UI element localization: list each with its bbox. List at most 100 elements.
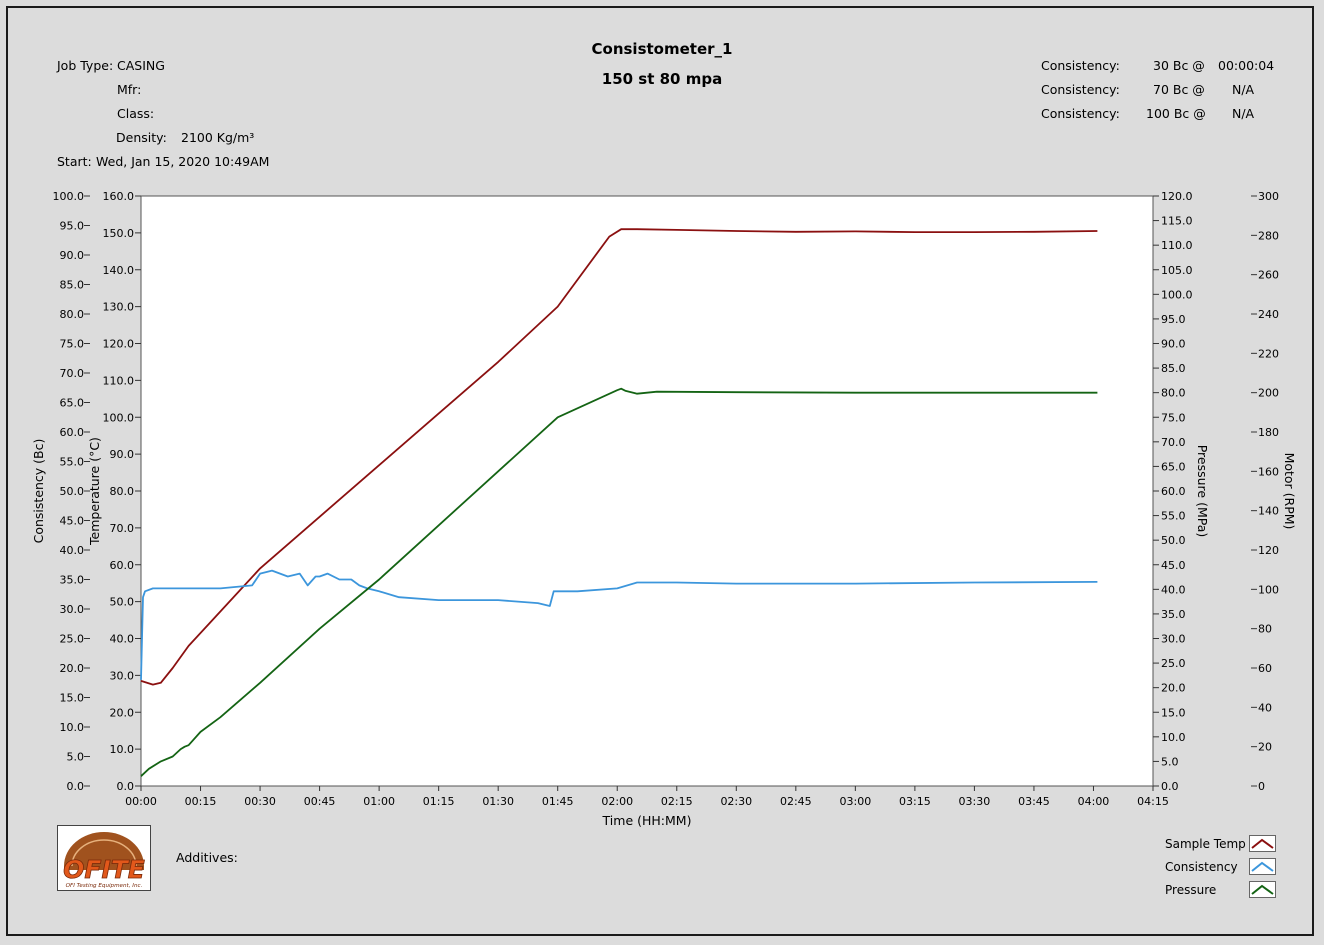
temperature-tick-label: 150.0 bbox=[103, 227, 135, 240]
x-tick-label: 03:45 bbox=[1018, 795, 1050, 808]
temperature-tick-label: 90.0 bbox=[110, 448, 135, 461]
motor-tick-label: 80 bbox=[1258, 623, 1272, 636]
pressure-tick-label: 0.0 bbox=[1161, 780, 1179, 793]
start-label: Start: bbox=[57, 154, 92, 169]
legend-swatch-pressure bbox=[1249, 881, 1276, 898]
pressure-tick-label: 100.0 bbox=[1161, 288, 1193, 301]
pressure-tick-label: 75.0 bbox=[1161, 411, 1186, 424]
consistency-tick-label: 55.0 bbox=[60, 456, 85, 469]
density-value: 2100 Kg/m³ bbox=[181, 130, 255, 145]
x-tick-label: 04:15 bbox=[1137, 795, 1169, 808]
x-tick-label: 00:45 bbox=[304, 795, 336, 808]
consistency-time-3: N/A bbox=[1232, 106, 1255, 121]
motor-tick-label: 260 bbox=[1258, 269, 1279, 282]
x-tick-label: 01:15 bbox=[423, 795, 455, 808]
pressure-tick-label: 85.0 bbox=[1161, 362, 1186, 375]
consistency-axis-title: Consistency (Bc) bbox=[31, 439, 46, 544]
x-tick-label: 00:15 bbox=[185, 795, 217, 808]
x-tick-label: 03:30 bbox=[959, 795, 991, 808]
pressure-tick-label: 55.0 bbox=[1161, 510, 1186, 523]
page-subtitle: 150 st 80 mpa bbox=[601, 70, 723, 88]
motor-tick-label: 20 bbox=[1258, 741, 1272, 754]
consistency-tick-label: 45.0 bbox=[60, 515, 85, 528]
x-tick-label: 00:30 bbox=[244, 795, 276, 808]
temperature-axis-title: Temperature (°C) bbox=[87, 437, 102, 546]
x-tick-label: 04:00 bbox=[1078, 795, 1110, 808]
motor-tick-label: 300 bbox=[1258, 190, 1279, 203]
temperature-tick-label: 50.0 bbox=[110, 596, 135, 609]
consistency-tick-label: 30.0 bbox=[60, 603, 85, 616]
motor-tick-label: 280 bbox=[1258, 229, 1279, 242]
temperature-tick-label: 110.0 bbox=[103, 374, 135, 387]
motor-tick-label: 200 bbox=[1258, 387, 1279, 400]
consistency-tick-label: 80.0 bbox=[60, 308, 85, 321]
legend-label-consistency: Consistency bbox=[1165, 860, 1238, 874]
temperature-tick-label: 80.0 bbox=[110, 485, 135, 498]
temperature-tick-label: 160.0 bbox=[103, 190, 135, 203]
consistency-label-3: Consistency: bbox=[1041, 106, 1120, 121]
x-tick-label: 02:00 bbox=[601, 795, 633, 808]
legend-label-pressure: Pressure bbox=[1165, 883, 1217, 897]
logo-text: OFITE bbox=[63, 855, 145, 884]
ofite-logo-graphic: OFITE OFI Testing Equipment, Inc. bbox=[63, 832, 145, 889]
motor-tick-label: 160 bbox=[1258, 465, 1279, 478]
consistency-bc-2: 70 Bc @ bbox=[1153, 82, 1205, 97]
consistency-time-1: 00:00:04 bbox=[1218, 58, 1275, 73]
pressure-tick-label: 80.0 bbox=[1161, 387, 1186, 400]
consistency-tick-label: 60.0 bbox=[60, 426, 85, 439]
consistency-tick-label: 40.0 bbox=[60, 544, 85, 557]
pressure-tick-label: 40.0 bbox=[1161, 583, 1186, 596]
temperature-tick-label: 100.0 bbox=[103, 411, 135, 424]
x-tick-label: 02:15 bbox=[661, 795, 693, 808]
temperature-tick-label: 130.0 bbox=[103, 301, 135, 314]
temperature-tick-label: 20.0 bbox=[110, 706, 135, 719]
consistency-bc-3: 100 Bc @ bbox=[1146, 106, 1206, 121]
x-tick-label: 02:45 bbox=[780, 795, 812, 808]
consistency-tick-label: 10.0 bbox=[60, 721, 85, 734]
motor-axis-title: Motor (RPM) bbox=[1282, 453, 1297, 530]
consistency-tick-label: 95.0 bbox=[60, 220, 85, 233]
pressure-tick-label: 90.0 bbox=[1161, 338, 1186, 351]
consistency-tick-label: 70.0 bbox=[60, 367, 85, 380]
mfr-label: Mfr: bbox=[117, 82, 142, 97]
consistency-label-2: Consistency: bbox=[1041, 82, 1120, 97]
pressure-tick-label: 20.0 bbox=[1161, 682, 1186, 695]
job-type-value: CASING bbox=[117, 58, 165, 73]
consistency-bc-1: 30 Bc @ bbox=[1153, 58, 1205, 73]
consistency-label-1: Consistency: bbox=[1041, 58, 1120, 73]
x-axis-title: Time (HH:MM) bbox=[602, 813, 692, 828]
pressure-tick-label: 10.0 bbox=[1161, 731, 1186, 744]
motor-tick-label: 140 bbox=[1258, 505, 1279, 518]
consistency-time-2: N/A bbox=[1232, 82, 1255, 97]
motor-tick-label: 100 bbox=[1258, 583, 1279, 596]
consistency-tick-label: 85.0 bbox=[60, 279, 85, 292]
motor-tick-label: 220 bbox=[1258, 347, 1279, 360]
class-label: Class: bbox=[117, 106, 155, 121]
pressure-tick-label: 105.0 bbox=[1161, 264, 1193, 277]
series-line-sample-temp bbox=[140, 228, 1098, 686]
pressure-tick-label: 5.0 bbox=[1161, 755, 1179, 768]
pressure-tick-label: 60.0 bbox=[1161, 485, 1186, 498]
consistency-tick-label: 100.0 bbox=[53, 190, 85, 203]
start-value: Wed, Jan 15, 2020 10:49AM bbox=[96, 154, 270, 169]
temperature-tick-label: 40.0 bbox=[110, 633, 135, 646]
motor-tick-label: 120 bbox=[1258, 544, 1279, 557]
legend-swatch-consistency bbox=[1249, 858, 1276, 875]
density-label: Density: bbox=[116, 130, 167, 145]
consistency-tick-label: 35.0 bbox=[60, 574, 85, 587]
x-tick-label: 01:45 bbox=[542, 795, 574, 808]
pressure-tick-label: 25.0 bbox=[1161, 657, 1186, 670]
temperature-tick-label: 30.0 bbox=[110, 669, 135, 682]
plot-area bbox=[140, 195, 1154, 787]
pressure-tick-label: 120.0 bbox=[1161, 190, 1193, 203]
legend-label-sample-temp: Sample Temp bbox=[1165, 837, 1246, 851]
series-line-consistency bbox=[140, 569, 1098, 680]
consistency-tick-label: 5.0 bbox=[67, 751, 85, 764]
pressure-tick-label: 115.0 bbox=[1161, 215, 1193, 228]
pressure-tick-label: 35.0 bbox=[1161, 608, 1186, 621]
motor-tick-label: 240 bbox=[1258, 308, 1279, 321]
x-tick-label: 02:30 bbox=[720, 795, 752, 808]
pressure-tick-label: 50.0 bbox=[1161, 534, 1186, 547]
x-tick-label: 01:00 bbox=[363, 795, 395, 808]
